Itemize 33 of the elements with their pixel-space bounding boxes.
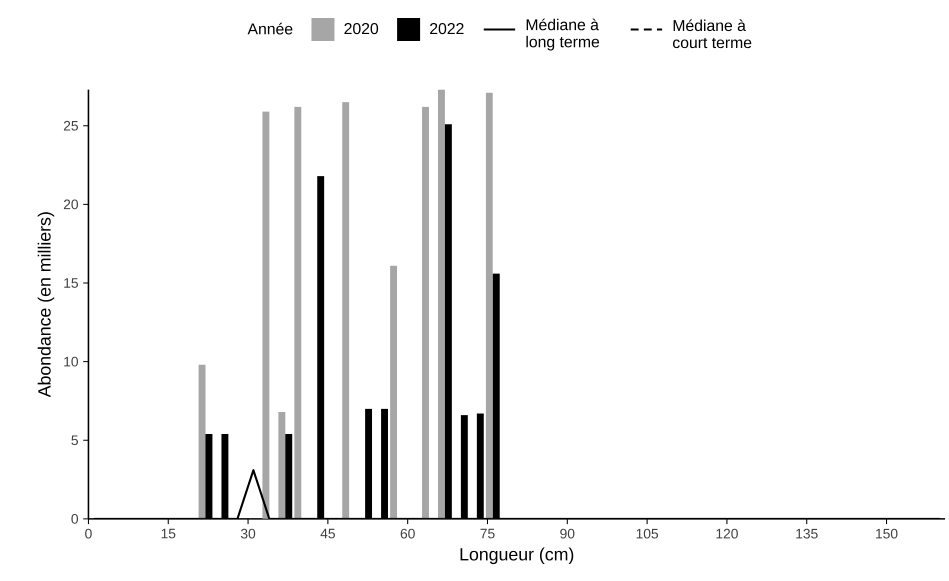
x-axis-title: Longueur (cm) [460, 548, 574, 564]
y-axis-title: Abondance (en milliers) [38, 212, 54, 398]
x-tick-label: 0 [85, 528, 92, 539]
x-tick-label: 120 [716, 528, 738, 539]
bar [342, 102, 350, 519]
y-tick-label: 0 [71, 514, 78, 524]
legend-label: Médiane à long terme [526, 18, 600, 51]
x-tick-label: 75 [480, 528, 495, 538]
x-tick-label: 105 [636, 528, 658, 539]
x-tick-label: 45 [320, 528, 335, 538]
x-tick-label: 150 [876, 528, 898, 539]
bar [294, 106, 302, 519]
bar [198, 364, 206, 519]
x-tick-label: 60 [400, 528, 415, 539]
bar [262, 112, 270, 519]
x-tick-label: 30 [240, 528, 256, 539]
legend-title: Année [248, 22, 292, 34]
bar [422, 106, 429, 519]
y-tick-label: 10 [64, 356, 78, 367]
bar [278, 412, 286, 519]
y-tick-label: 15 [64, 278, 78, 288]
bar [438, 90, 445, 519]
legend-label: Médiane à court terme [673, 19, 752, 48]
legend-label: 2022 [430, 23, 464, 34]
bar [390, 266, 398, 519]
bar [486, 92, 493, 519]
legend-label: 2020 [344, 23, 378, 34]
y-tick-label: 20 [64, 200, 78, 210]
x-tick-label: 135 [796, 528, 818, 539]
y-tick-label: 25 [64, 120, 78, 131]
x-tick-label: 90 [560, 528, 574, 539]
y-tick-label: 5 [71, 436, 78, 446]
x-tick-label: 15 [162, 528, 176, 538]
